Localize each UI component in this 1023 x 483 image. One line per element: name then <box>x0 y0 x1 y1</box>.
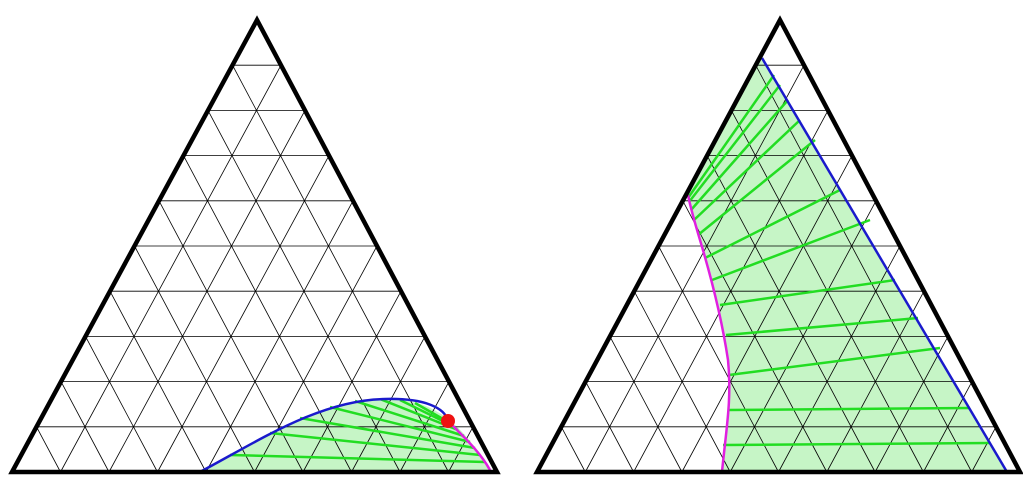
tie-line <box>269 431 481 457</box>
tie-line <box>704 188 841 260</box>
grid-line <box>183 155 352 473</box>
grid-line <box>755 65 973 473</box>
grid-line <box>658 245 779 473</box>
grid-line <box>971 426 997 473</box>
tie-line <box>354 399 465 438</box>
grid-line <box>36 426 61 473</box>
binodal-curve <box>199 397 450 474</box>
tie-line <box>686 74 776 199</box>
tie-line <box>329 405 471 444</box>
phase-boundary <box>760 57 1009 473</box>
tie-line <box>229 453 486 464</box>
grid-line <box>108 110 306 473</box>
tie-line <box>722 441 991 447</box>
tie-line <box>693 119 801 221</box>
left-ternary <box>8 15 501 475</box>
right-ternary <box>533 15 1023 475</box>
tie-line <box>711 218 871 282</box>
two-phase-region <box>200 398 490 472</box>
grid-line <box>731 110 924 473</box>
grid-line <box>232 65 449 473</box>
tie-line <box>728 346 941 377</box>
tie-line <box>299 416 476 450</box>
grid-line <box>560 426 586 473</box>
grid <box>560 64 997 473</box>
grid-line <box>351 336 426 473</box>
grid-line <box>633 110 829 473</box>
tie-line <box>725 316 919 337</box>
tie-line <box>719 278 896 307</box>
tie-line <box>697 139 816 236</box>
tie-line <box>727 406 971 412</box>
grid-line <box>207 110 401 473</box>
tie-lines <box>686 74 991 447</box>
phase-boundary-other <box>686 194 731 473</box>
grid-line <box>706 155 876 473</box>
grid-line <box>778 245 901 473</box>
grid-line <box>681 155 853 473</box>
grid-line <box>609 336 683 473</box>
grid-line <box>134 245 255 473</box>
grid-line <box>60 65 282 473</box>
grid-line <box>448 426 474 473</box>
tie-line <box>688 84 781 203</box>
grid-line <box>874 336 949 473</box>
triangle-border <box>8 15 501 475</box>
grid <box>36 64 474 473</box>
tie-lines <box>229 397 486 464</box>
grid-line <box>157 155 330 473</box>
tie-line <box>690 99 789 211</box>
triangle-border <box>533 15 1023 475</box>
plait-point <box>441 414 455 428</box>
grid-line <box>584 65 805 473</box>
grid-line <box>85 336 158 473</box>
two-phase-region <box>688 58 1007 472</box>
